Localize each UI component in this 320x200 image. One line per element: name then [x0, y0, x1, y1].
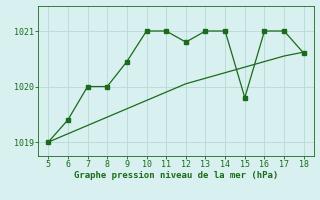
X-axis label: Graphe pression niveau de la mer (hPa): Graphe pression niveau de la mer (hPa)	[74, 171, 278, 180]
